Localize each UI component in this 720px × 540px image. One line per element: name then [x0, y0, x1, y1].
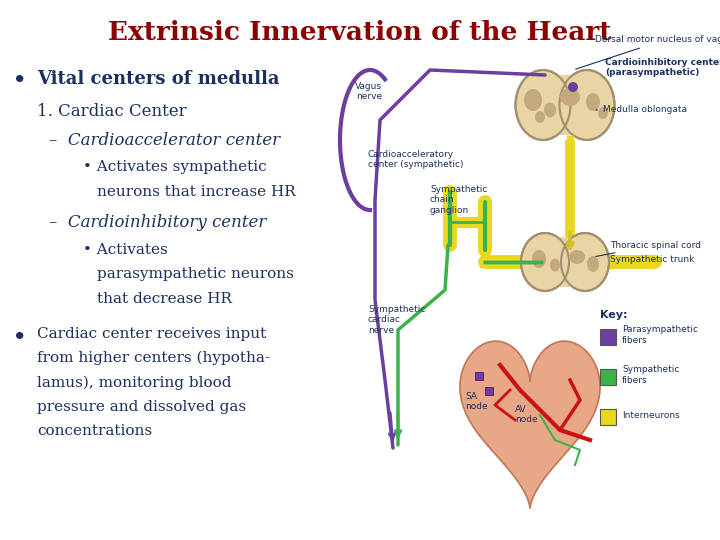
Ellipse shape	[535, 111, 545, 123]
Text: Thoracic spinal cord: Thoracic spinal cord	[595, 240, 701, 256]
Ellipse shape	[524, 89, 542, 111]
Bar	[600, 409, 616, 425]
Ellipse shape	[544, 103, 556, 118]
Ellipse shape	[587, 256, 599, 272]
Text: Cardiac center receives input: Cardiac center receives input	[37, 327, 266, 341]
Text: from higher centers (hypotha-: from higher centers (hypotha-	[37, 351, 271, 366]
Text: neurons that increase HR: neurons that increase HR	[97, 185, 296, 199]
Ellipse shape	[598, 107, 608, 119]
Ellipse shape	[569, 250, 585, 264]
Text: Vagus
nerve: Vagus nerve	[355, 82, 382, 102]
Text: Sympathetic
fibers: Sympathetic fibers	[622, 365, 680, 384]
Ellipse shape	[521, 233, 569, 291]
Text: Dorsal motor nucleus of vagus: Dorsal motor nucleus of vagus	[575, 36, 720, 69]
Text: •: •	[13, 70, 27, 90]
Text: Extrinsic Innervation of the Heart: Extrinsic Innervation of the Heart	[108, 20, 612, 45]
Text: Interneurons: Interneurons	[622, 410, 680, 420]
Ellipse shape	[516, 70, 570, 140]
Text: concentrations: concentrations	[37, 424, 153, 438]
Text: •: •	[13, 327, 27, 347]
Text: Key:: Key:	[600, 310, 628, 320]
Bar	[475, 372, 483, 380]
Bar	[485, 387, 493, 395]
Text: Sympathetic
cardiac
nerve: Sympathetic cardiac nerve	[368, 305, 426, 335]
Text: • Activates: • Activates	[83, 243, 168, 257]
Bar	[600, 329, 616, 345]
Text: Cardioacceleratory
center (sympathetic): Cardioacceleratory center (sympathetic)	[368, 150, 464, 170]
Text: Medulla oblongata: Medulla oblongata	[595, 105, 687, 114]
Text: parasympathetic neurons: parasympathetic neurons	[97, 267, 294, 281]
Text: that decrease HR: that decrease HR	[97, 292, 232, 306]
Text: AV
node: AV node	[515, 405, 538, 424]
Bar	[553, 237, 577, 287]
Ellipse shape	[561, 233, 609, 291]
Ellipse shape	[532, 250, 546, 268]
Text: Parasympathetic
fibers: Parasympathetic fibers	[622, 325, 698, 345]
Ellipse shape	[550, 259, 560, 272]
Bar	[600, 369, 616, 385]
Text: 1. Cardiac Center: 1. Cardiac Center	[37, 103, 187, 119]
Text: Sympathetic trunk: Sympathetic trunk	[610, 255, 694, 265]
Ellipse shape	[560, 88, 580, 106]
Text: –  Cardioaccelerator center: – Cardioaccelerator center	[49, 132, 280, 149]
Polygon shape	[460, 341, 600, 508]
Text: –  Cardioinhibitory center: – Cardioinhibitory center	[49, 214, 266, 231]
Text: pressure and dissolved gas: pressure and dissolved gas	[37, 400, 246, 414]
Bar	[550, 75, 580, 135]
Text: SA
node: SA node	[465, 392, 487, 411]
Ellipse shape	[586, 93, 600, 111]
Ellipse shape	[559, 70, 614, 140]
Text: lamus), monitoring blood: lamus), monitoring blood	[37, 375, 232, 390]
Text: Sympathetic
chain
ganglion: Sympathetic chain ganglion	[430, 185, 487, 215]
Text: Cardioinhibitory center
(parasympathetic): Cardioinhibitory center (parasympathetic…	[605, 58, 720, 77]
Ellipse shape	[568, 82, 578, 92]
Text: • Activates sympathetic: • Activates sympathetic	[83, 160, 266, 174]
Text: Vital centers of medulla: Vital centers of medulla	[37, 70, 280, 88]
